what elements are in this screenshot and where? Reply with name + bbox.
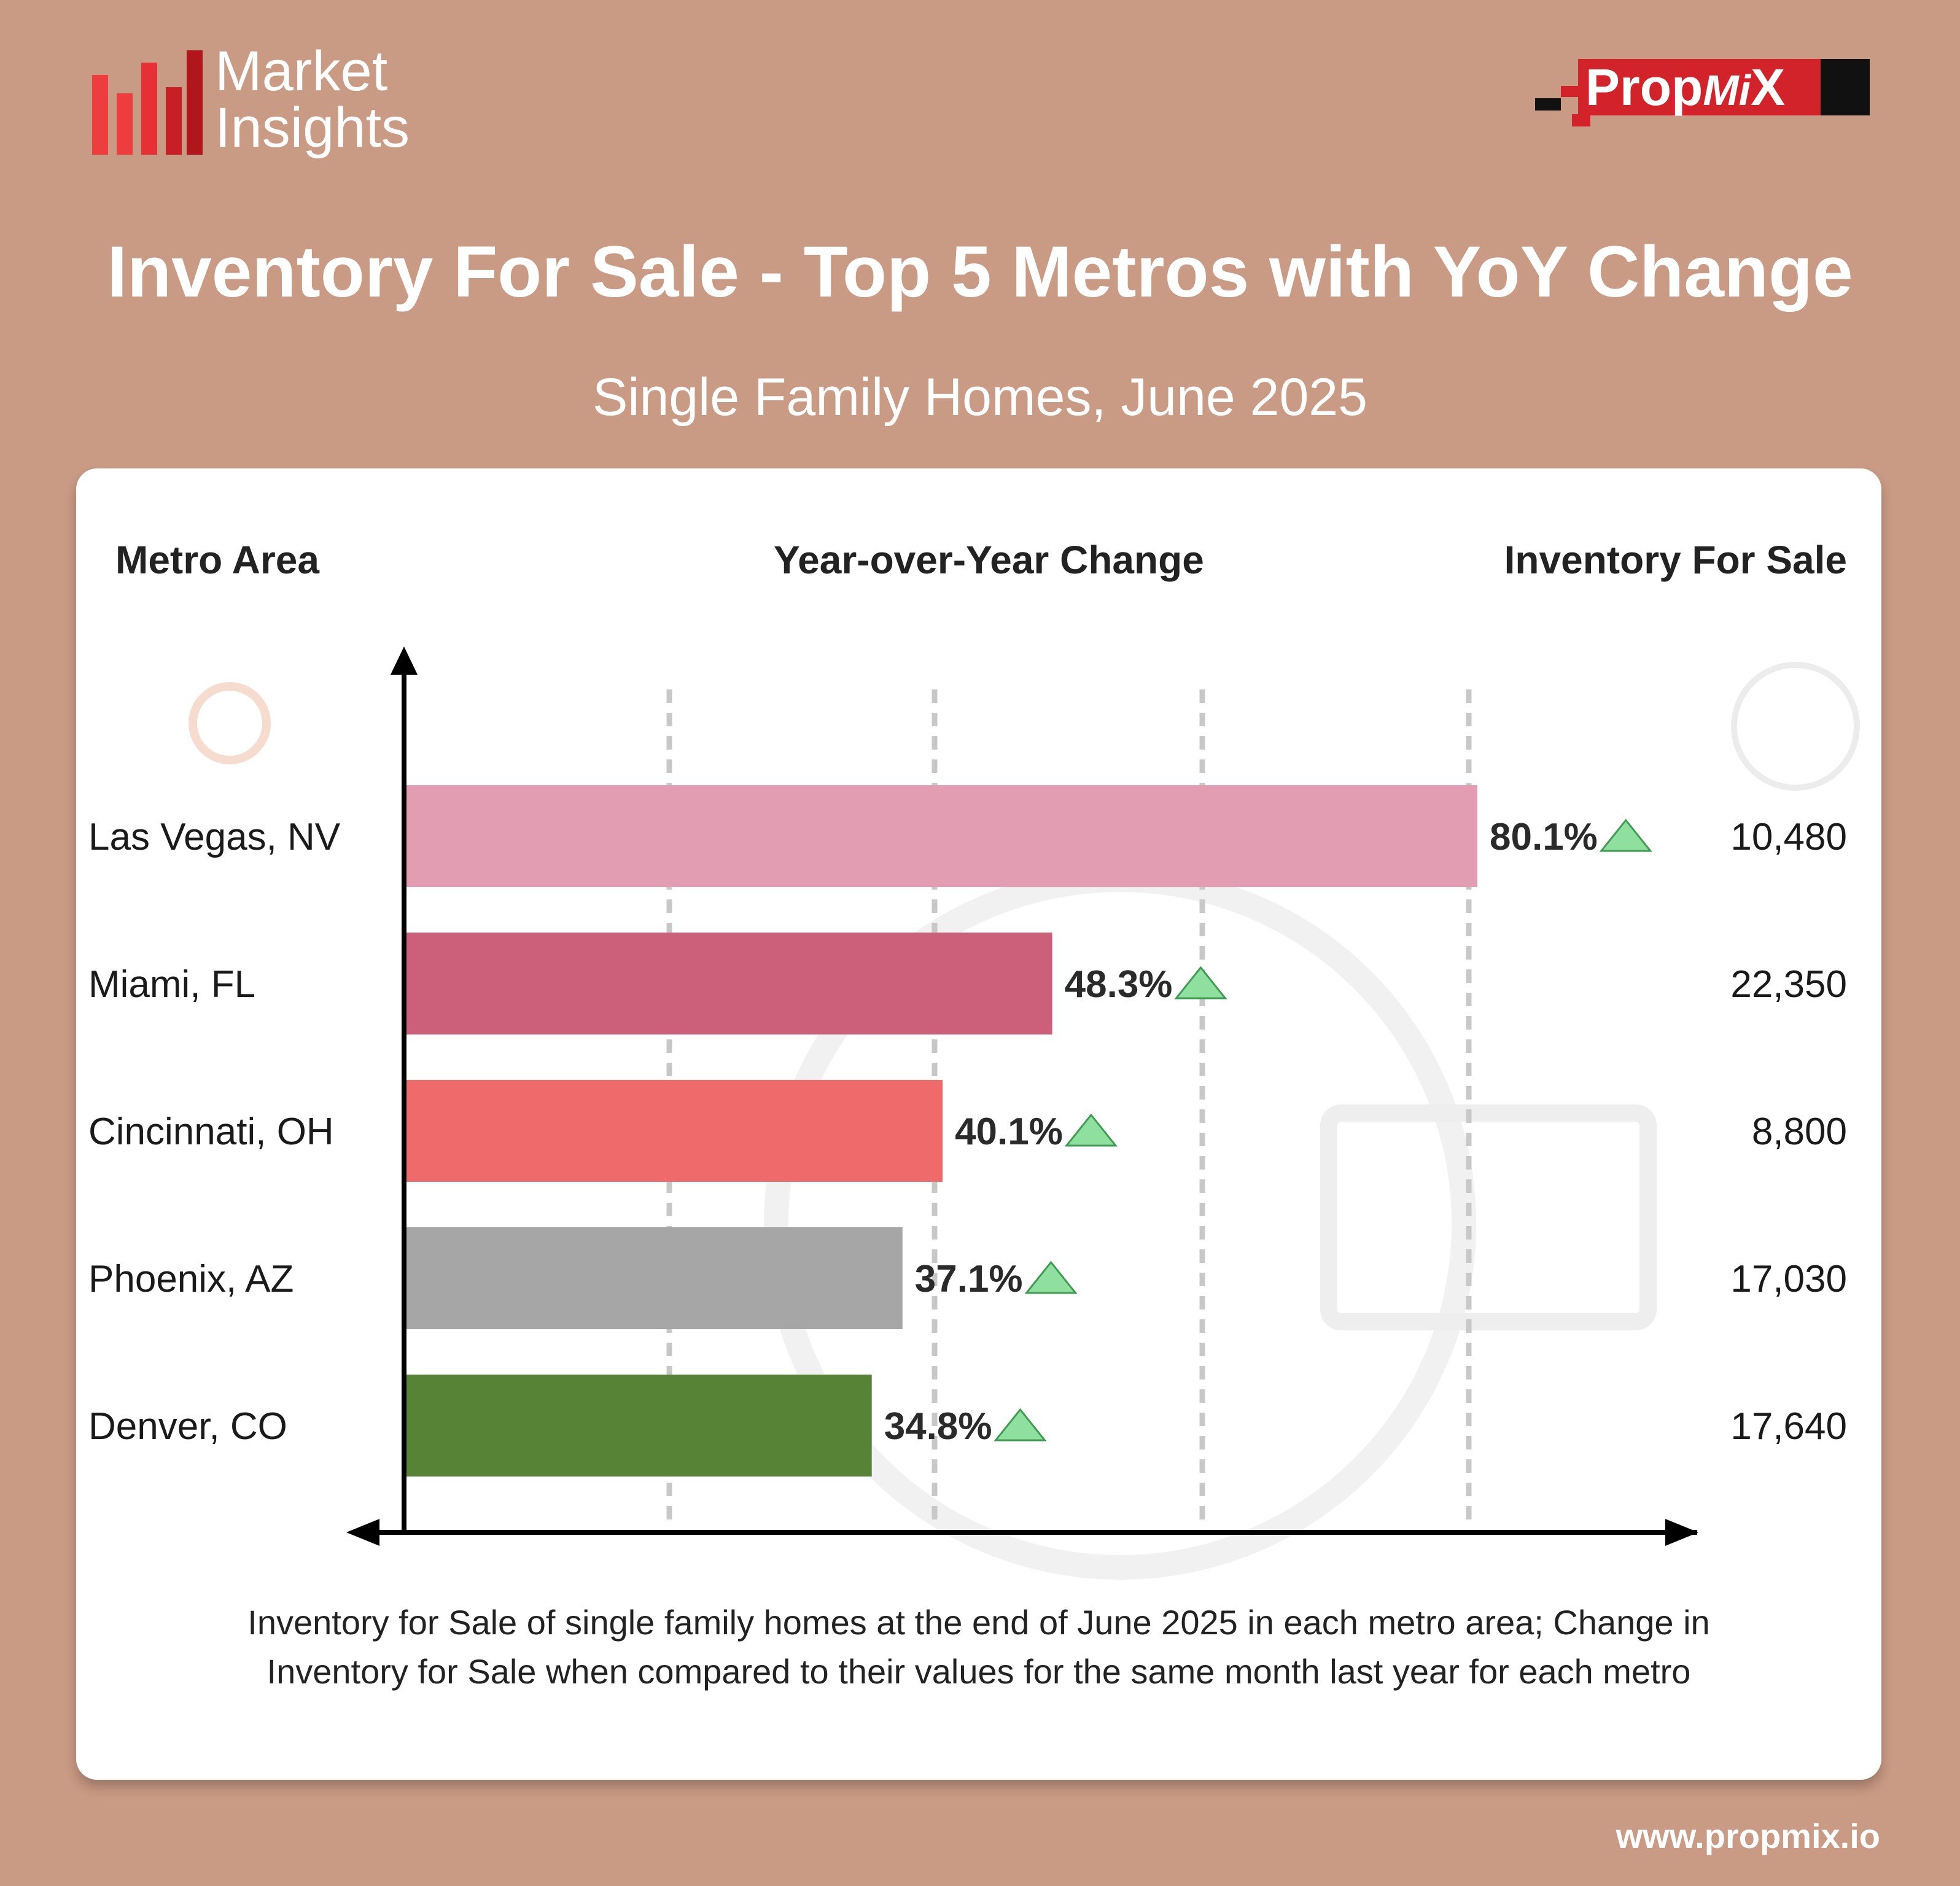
yoy-value-label: 40.1% <box>955 1111 1063 1153</box>
inventory-value-label: 17,030 <box>1730 1258 1847 1300</box>
inventory-value-label: 10,480 <box>1730 816 1847 858</box>
chart-title: Inventory For Sale - Top 5 Metros with Y… <box>107 231 1853 312</box>
chart-card: Las Vegas, NV 80.1% 10,480 Miami, FL 48.3% 22… <box>76 468 1881 1780</box>
x-axis-right-arrow <box>1665 1519 1698 1546</box>
background-monitor-icon <box>1320 1104 1657 1330</box>
bar-chart-logo-icon <box>92 50 203 155</box>
category-label: Phoenix, AZ <box>88 1258 294 1300</box>
trend-up-icon <box>1024 1260 1078 1294</box>
category-label: Denver, CO <box>88 1405 287 1448</box>
chart-subtitle: Single Family Homes, June 2025 <box>593 368 1367 427</box>
yoy-value-label: 37.1% <box>915 1258 1023 1300</box>
yoy-value-label: 80.1% <box>1490 816 1598 858</box>
yoy-value-label: 48.3% <box>1065 963 1173 1006</box>
bar-chart: Las Vegas, NV 80.1% 10,480 Miami, FL 48.3% 22… <box>88 646 1860 1580</box>
category-label: Las Vegas, NV <box>88 816 341 858</box>
bar-3 <box>406 1080 943 1182</box>
background-globe-icon <box>1731 662 1860 791</box>
logo-line-market: Market <box>215 40 388 103</box>
bar-4 <box>406 1227 903 1329</box>
yoy-value-label: 34.8% <box>884 1405 992 1448</box>
logo-line-insights: Insights <box>215 96 410 159</box>
column-header-metro: Metro Area <box>115 538 319 582</box>
chart-caption: Inventory for Sale of single family home… <box>247 1603 1710 1691</box>
inventory-value-label: 8,800 <box>1752 1111 1847 1153</box>
propmix-wordmark: PropMiX <box>1585 58 1786 116</box>
bar-2 <box>406 933 1052 1034</box>
inventory-value-label: 22,350 <box>1730 963 1847 1006</box>
market-insights-logo: Market Insights <box>92 43 473 166</box>
inventory-value-label: 17,640 <box>1730 1405 1847 1448</box>
background-power-icon <box>189 682 271 764</box>
trend-up-icon <box>994 1408 1047 1442</box>
x-axis-left-arrow <box>346 1519 379 1546</box>
website-link[interactable]: www.propmix.io <box>1616 1817 1880 1855</box>
column-header-inventory: Inventory For Sale <box>1504 538 1847 582</box>
trend-up-icon <box>1599 818 1652 852</box>
category-label: Miami, FL <box>88 963 255 1006</box>
propmix-logo: PropMiX <box>1535 55 1870 129</box>
category-label: Cincinnati, OH <box>88 1111 334 1153</box>
bar-5 <box>406 1375 872 1477</box>
column-header-yoy: Year-over-Year Change <box>774 538 1204 582</box>
y-axis-arrow <box>391 646 418 675</box>
market-insights-wordmark: Market Insights <box>215 43 410 156</box>
trend-up-icon <box>1064 1113 1118 1147</box>
trend-up-icon <box>1174 966 1227 999</box>
bar-1 <box>406 785 1477 887</box>
